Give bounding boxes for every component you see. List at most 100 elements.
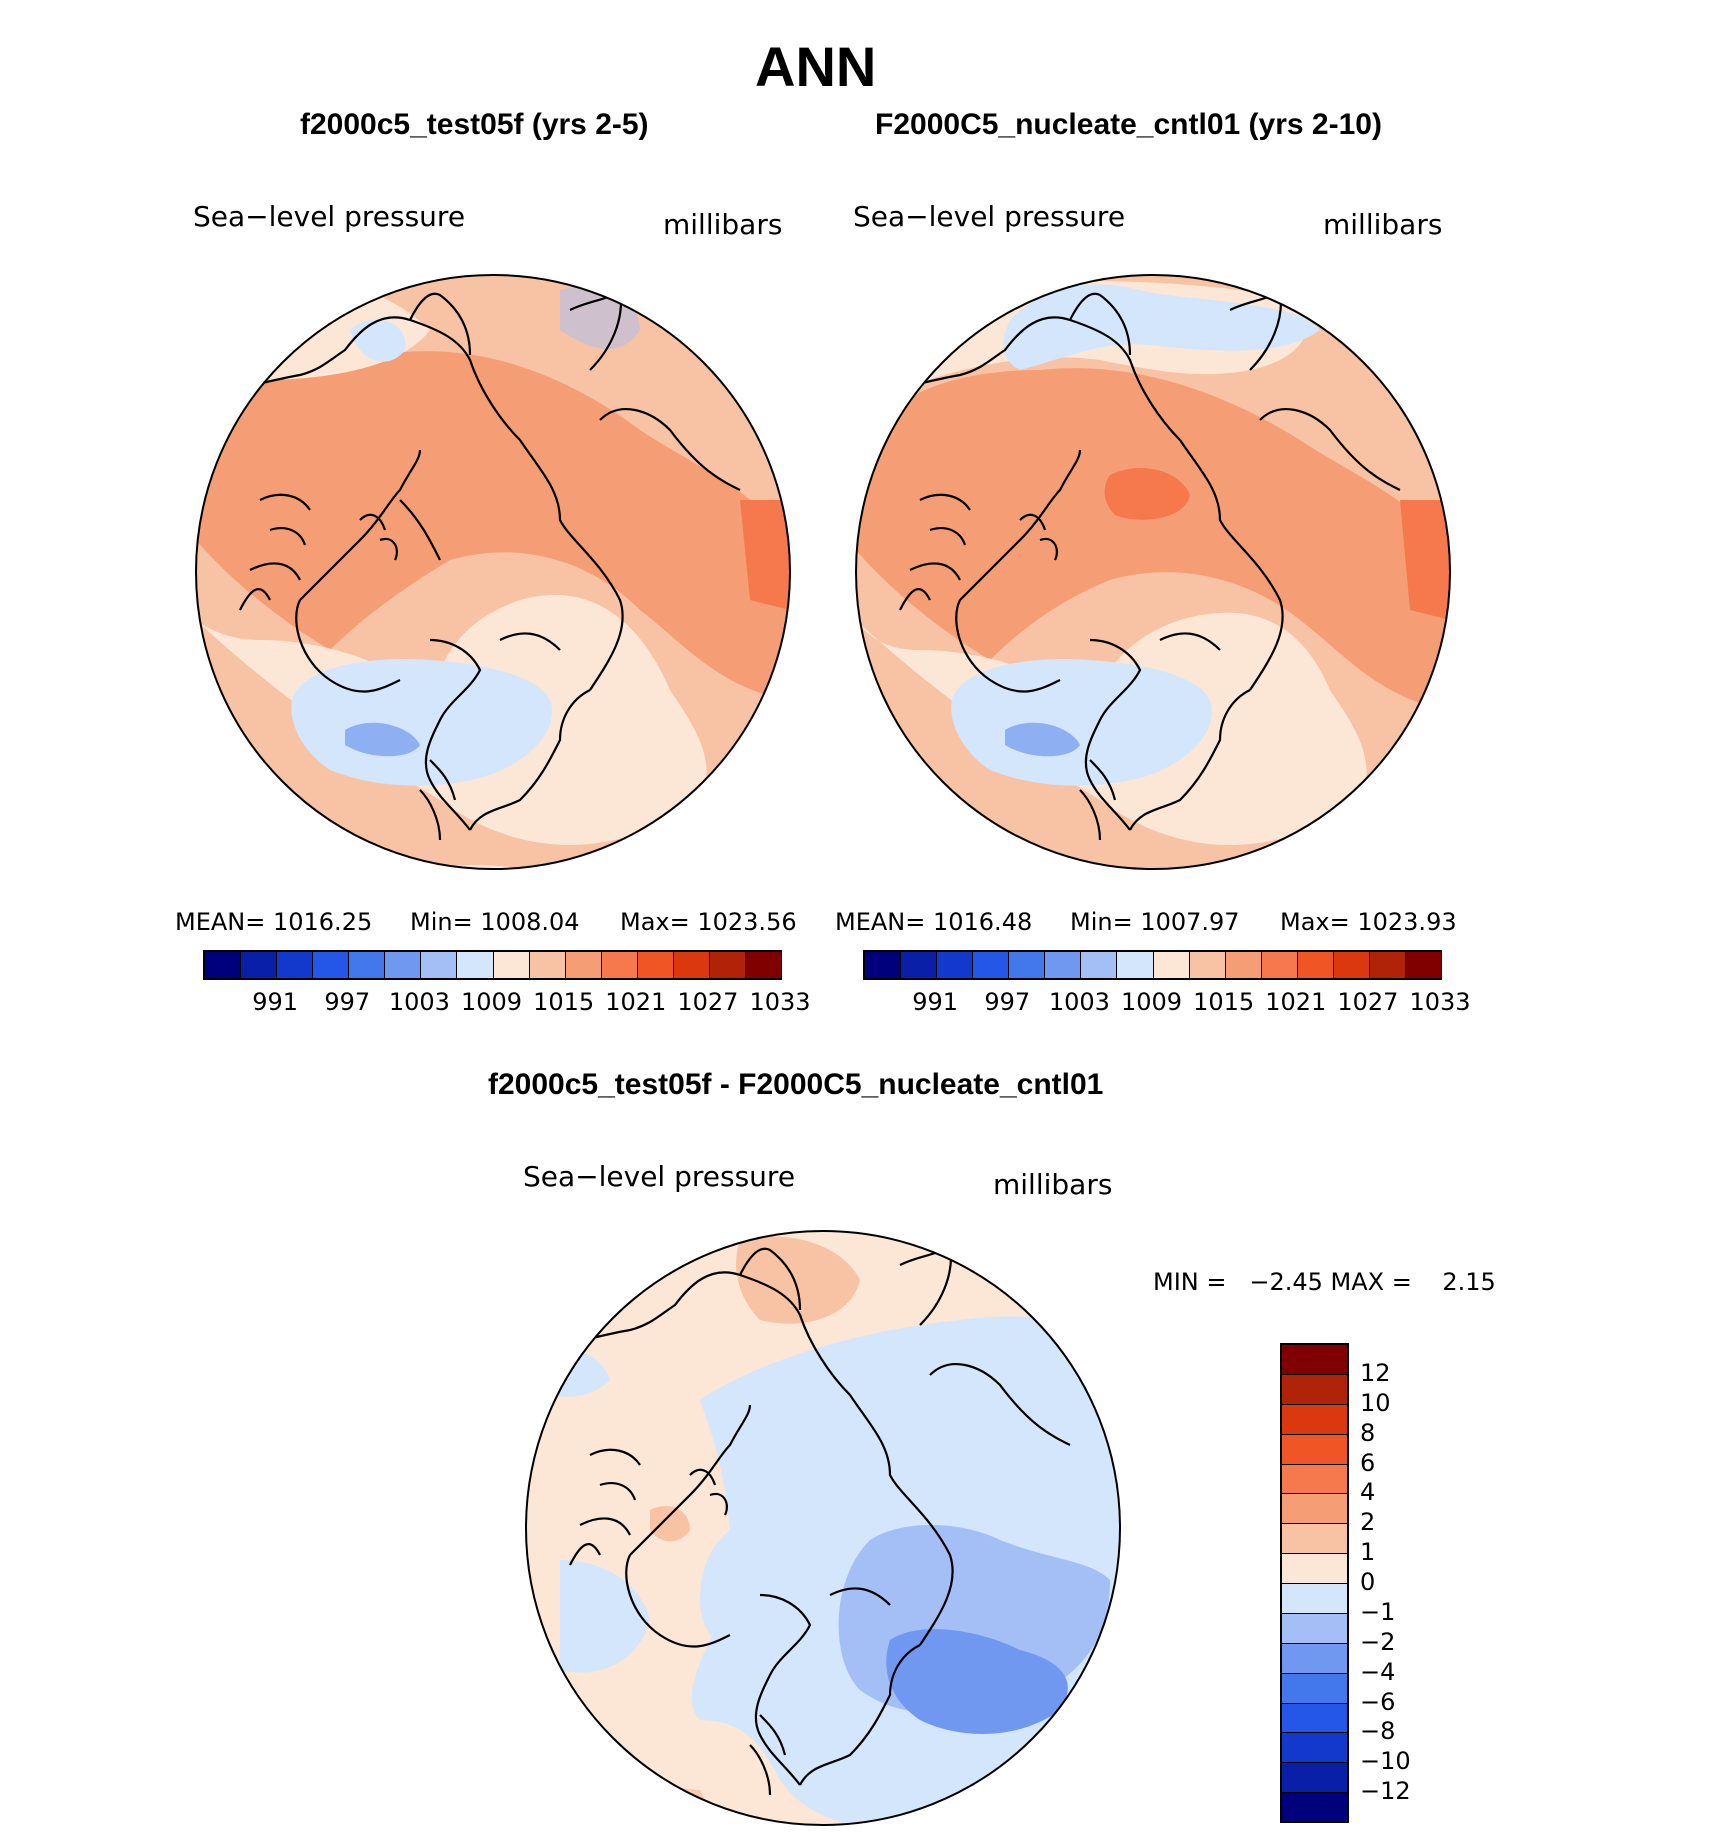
colorbar-swatch [1281, 1583, 1348, 1613]
colorbar-tick-label: 1009 [1120, 988, 1183, 1016]
colorbar-swatch [1008, 951, 1045, 979]
colorbar-swatch [312, 951, 349, 979]
page-title: ANN [755, 35, 877, 98]
colorbar-swatch [1281, 1523, 1348, 1554]
colorbar-swatch [1368, 951, 1405, 979]
colorbar-swatch [1281, 1762, 1348, 1793]
colorbar-swatch [492, 951, 529, 979]
colorbar-swatch [1260, 951, 1297, 979]
colorbar-swatch [1281, 1553, 1348, 1583]
colorbar-tick-label: 991 [912, 988, 959, 1016]
colorbar-tick-label: 1015 [1193, 988, 1255, 1016]
panel2-mean: MEAN= 1016.48 [835, 908, 1033, 936]
diff-map [526, 1231, 1120, 1825]
colorbar-swatch [204, 951, 241, 979]
diff-colorbar [1280, 1343, 1349, 1823]
colorbar-swatch [936, 951, 973, 979]
panel2-coastlines [859, 287, 1401, 841]
colorbar-swatch [1188, 951, 1225, 979]
colorbar-tick-label: 6 [1360, 1448, 1376, 1477]
colorbar-tick-label: 997 [324, 988, 371, 1016]
panel2-colorbar-ticks: 991 997 1003 1009 1015 1021 1027 1033 [863, 988, 1470, 1018]
colorbar-swatch [600, 951, 637, 979]
colorbar-tick-label: 1027 [677, 988, 739, 1016]
colorbar-tick-label: −10 [1360, 1747, 1411, 1776]
colorbar-swatch [348, 951, 385, 979]
diff-title: f2000c5_test05f - F2000C5_nucleate_cntl0… [488, 1068, 1104, 1101]
colorbar-swatch [1152, 951, 1189, 979]
panel1-map [196, 275, 790, 869]
diff-colorbar-ticks: 12 10 8 6 4 2 1 0 −1 −2 −4 −6 −8 −10 −12 [1360, 1343, 1480, 1821]
colorbar-tick-label: −6 [1360, 1687, 1396, 1716]
colorbar-tick-label: 1009 [460, 988, 523, 1016]
colorbar-swatch [1281, 1373, 1348, 1404]
colorbar-tick-label: 1021 [1265, 988, 1327, 1016]
colorbar-swatch [1281, 1463, 1348, 1494]
colorbar-tick-label: 0 [1360, 1568, 1376, 1596]
colorbar-swatch [1281, 1642, 1348, 1673]
colorbar-swatch [1281, 1732, 1348, 1763]
colorbar-swatch [240, 951, 277, 979]
colorbar-swatch [1281, 1493, 1348, 1524]
colorbar-swatch [276, 951, 313, 979]
panel2-max: Max= 1023.93 [1280, 908, 1457, 936]
colorbar-swatch [1116, 951, 1153, 979]
panel1-variable-label: Sea−level pressure [193, 200, 466, 233]
colorbar-tick-label: 12 [1360, 1358, 1391, 1387]
panel2-case-title: F2000C5_nucleate_cntl01 (yrs 2-10) [875, 108, 1382, 141]
colorbar-swatch [636, 951, 673, 979]
panel1-units-label: millibars [663, 208, 783, 241]
colorbar-swatch [1281, 1792, 1348, 1822]
colorbar-tick-label: −8 [1360, 1717, 1396, 1746]
colorbar-swatch [744, 951, 781, 979]
colorbar-tick-label: 2 [1360, 1508, 1376, 1537]
panel2-variable-label: Sea−level pressure [853, 200, 1126, 233]
colorbar-tick-label: 1027 [1337, 988, 1399, 1016]
colorbar-swatch [1296, 951, 1333, 979]
colorbar-tick-label: 1015 [533, 988, 595, 1016]
colorbar-swatch [900, 951, 937, 979]
colorbar-swatch [384, 951, 421, 979]
colorbar-tick-label: 1003 [388, 988, 450, 1016]
colorbar-swatch [1080, 951, 1117, 979]
colorbar-tick-label: 1003 [1048, 988, 1110, 1016]
colorbar-tick-label: 997 [984, 988, 1031, 1016]
colorbar-tick-label: −1 [1360, 1597, 1396, 1626]
colorbar-swatch [1281, 1344, 1348, 1374]
colorbar-tick-label: −4 [1360, 1657, 1396, 1686]
colorbar-tick-label: 10 [1360, 1388, 1391, 1417]
colorbar-tick-label: −2 [1360, 1627, 1396, 1656]
colorbar-tick-label: 8 [1360, 1418, 1376, 1447]
panel1-min: Min= 1008.04 [410, 908, 580, 936]
diff-coastlines [529, 1242, 1071, 1796]
colorbar-swatch [1224, 951, 1261, 979]
panel1-case-title: f2000c5_test05f (yrs 2-5) [300, 108, 649, 141]
colorbar-swatch [420, 951, 457, 979]
colorbar-swatch [456, 951, 493, 979]
colorbar-tick-label: 991 [252, 988, 299, 1016]
colorbar-swatch [864, 951, 901, 979]
panel2-min: Min= 1007.97 [1070, 908, 1240, 936]
colorbar-swatch [1044, 951, 1081, 979]
colorbar-tick-label: 4 [1360, 1478, 1376, 1507]
panel1-mean: MEAN= 1016.25 [175, 908, 373, 936]
panel1-colorbar [203, 950, 782, 980]
colorbar-swatch [1281, 1612, 1348, 1643]
panel1-max: Max= 1023.56 [620, 908, 797, 936]
colorbar-swatch [1404, 951, 1441, 979]
colorbar-swatch [1281, 1403, 1348, 1434]
colorbar-tick-label: −12 [1360, 1777, 1411, 1806]
panel2-map [856, 275, 1450, 869]
colorbar-tick-label: 1 [1360, 1538, 1376, 1567]
colorbar-swatch [672, 951, 709, 979]
colorbar-swatch [564, 951, 601, 979]
diff-units-label: millibars [993, 1168, 1113, 1201]
diff-minmax: MIN = −2.45 MAX = 2.15 [1153, 1268, 1496, 1296]
colorbar-swatch [1281, 1702, 1348, 1733]
colorbar-tick-label: 1021 [605, 988, 667, 1016]
colorbar-tick-label: 1033 [749, 988, 811, 1016]
panel2-colorbar [863, 950, 1442, 980]
colorbar-swatch [972, 951, 1009, 979]
colorbar-swatch [708, 951, 745, 979]
